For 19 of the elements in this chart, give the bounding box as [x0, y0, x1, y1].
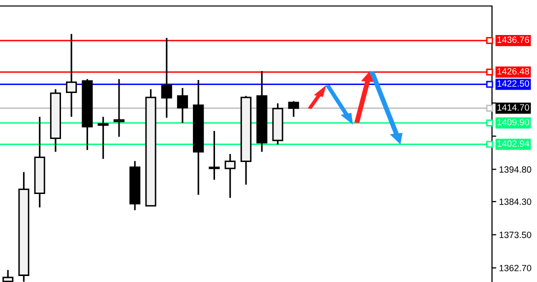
- candlestick: [114, 78, 124, 138]
- ref-line-label: 1409.90: [498, 119, 530, 126]
- ref-line-label: 1414.70: [498, 104, 530, 111]
- candlestick: [177, 87, 188, 124]
- ref-line-label: 1402.94: [498, 140, 530, 147]
- candlestick: [208, 130, 220, 181]
- y-tick-label: 1394.80: [500, 166, 532, 173]
- y-tick-label: 1373.50: [500, 232, 532, 238]
- candlestick: [98, 116, 109, 160]
- candlestick: [2, 269, 14, 282]
- y-tick-label: 1362.70: [500, 264, 532, 272]
- candlestick: [224, 153, 236, 199]
- candlestick: [161, 37, 172, 119]
- ref-line-label: 1436.76: [498, 36, 530, 43]
- ref-line-label: 1422.50: [498, 80, 530, 87]
- y-tick-label: 1384.30: [500, 198, 532, 205]
- ref-line-label: 1426.48: [498, 68, 530, 74]
- candlestick: [288, 100, 300, 118]
- candlestick: [66, 33, 77, 118]
